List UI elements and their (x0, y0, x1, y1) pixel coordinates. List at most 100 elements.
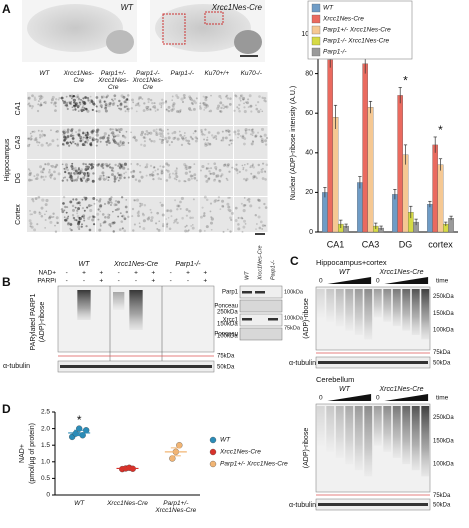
cell-stain (263, 99, 266, 102)
cell-stain (40, 95, 44, 99)
cell-stain (155, 131, 158, 134)
cell-stain (209, 221, 214, 225)
cell-stain (95, 105, 98, 108)
cell-stain (186, 230, 189, 233)
cell-stain (264, 178, 267, 181)
cell-stain (71, 214, 75, 217)
cell-stain (39, 136, 42, 139)
cell-stain (176, 110, 179, 113)
cell-stain (118, 228, 122, 231)
time-zero: 0 (376, 278, 380, 285)
cell-stain (78, 128, 81, 132)
marker-label: 75kDa (433, 350, 451, 356)
cell-stain (76, 209, 79, 212)
cell-stain (253, 175, 257, 179)
cell-stain (114, 135, 117, 138)
cell-stain (156, 108, 159, 111)
cell-stain (210, 94, 212, 97)
cell-stain (111, 221, 114, 224)
cell-stain (225, 94, 229, 97)
cell-stain (90, 164, 93, 166)
cell-stain (191, 224, 194, 226)
cell-stain (54, 230, 58, 233)
cell-stain (36, 140, 39, 144)
cell-stain (76, 171, 80, 175)
cell-stain (87, 174, 90, 178)
cell-stain (227, 208, 230, 211)
cell-stain (257, 110, 261, 114)
cell-stain (67, 221, 70, 225)
cell-stain (143, 140, 146, 143)
cell-stain (153, 106, 157, 110)
cell-stain (44, 100, 47, 104)
cell-stain (31, 105, 34, 108)
cell-stain (54, 165, 57, 168)
cell-stain (221, 130, 224, 133)
cell-stain (230, 142, 233, 145)
cell-stain (203, 104, 206, 107)
cell-stain (77, 222, 81, 226)
cell-stain (64, 171, 67, 174)
cell-stain (208, 177, 211, 180)
cell-stain (222, 230, 225, 233)
cell-stain (123, 105, 126, 108)
cell-stain (185, 139, 188, 142)
cell-stain (133, 223, 136, 226)
cell-stain (29, 225, 32, 228)
cell-stain (131, 175, 135, 178)
cell-stain (160, 106, 163, 109)
cell-stain (44, 102, 47, 105)
cell-stain (112, 210, 114, 213)
cell-stain (263, 133, 267, 137)
cell-stain (75, 219, 78, 222)
cell-stain (96, 138, 100, 142)
blot-smear (364, 406, 373, 477)
cell-stain (166, 141, 169, 144)
cell-stain (242, 168, 245, 171)
cell-stain (82, 131, 85, 134)
cell-stain (241, 135, 245, 139)
cell-stain (118, 173, 121, 177)
cell-stain (161, 213, 165, 217)
cell-stain (27, 96, 31, 100)
cell-stain (153, 166, 156, 169)
cell-stain (178, 130, 181, 133)
cell-stain (63, 100, 67, 103)
cell-stain (165, 209, 169, 213)
cell-stain (61, 163, 64, 166)
cell-stain (181, 136, 185, 140)
cell-stain (220, 97, 223, 100)
cell-stain (27, 97, 30, 99)
cell-stain (191, 226, 195, 230)
cell-stain (160, 171, 164, 175)
cell-stain (111, 98, 113, 101)
cell-stain (99, 204, 103, 208)
cell-stain (131, 98, 134, 102)
cell-stain (86, 206, 89, 209)
cell-stain (96, 106, 98, 108)
cell-stain (207, 142, 210, 145)
blot-smear (345, 406, 354, 465)
cell-stain (160, 132, 164, 136)
cell-stain (72, 216, 76, 220)
cell-stain (244, 130, 247, 132)
cell-stain (123, 176, 126, 179)
cell-stain (62, 99, 64, 102)
y-tick-label: 60 (305, 110, 313, 117)
cell-stain (111, 128, 114, 131)
cell-stain (264, 206, 268, 209)
cell-stain (75, 95, 79, 99)
cell-stain (71, 162, 74, 165)
cell-stain (112, 141, 115, 144)
row-label: Cortex (15, 204, 22, 225)
cell-stain (142, 109, 146, 113)
cell-stain (175, 178, 178, 181)
cell-stain (98, 136, 102, 140)
cell-stain (81, 198, 84, 201)
cell-stain (118, 176, 122, 180)
blot-smear (316, 406, 325, 446)
cell-stain (99, 140, 102, 143)
cell-stain (204, 96, 208, 99)
cell-stain (108, 163, 111, 167)
cell-stain (79, 172, 82, 175)
